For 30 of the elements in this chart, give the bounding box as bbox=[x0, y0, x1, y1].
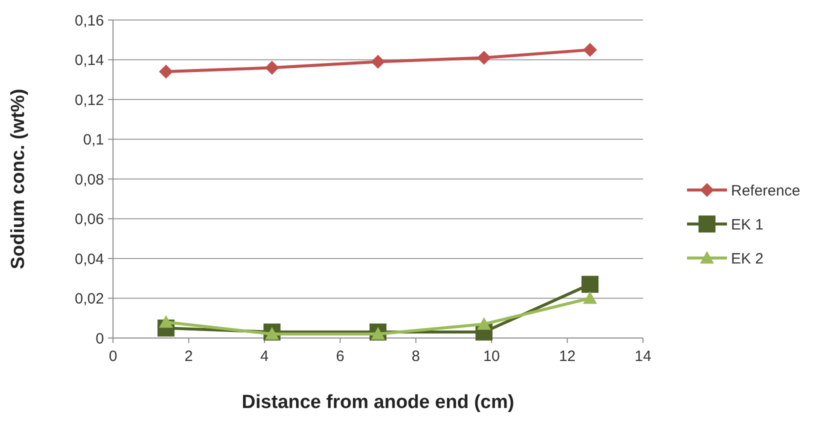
y-tick-label: 0,14 bbox=[74, 52, 104, 69]
x-tick-label: 6 bbox=[336, 348, 344, 365]
point bbox=[583, 291, 597, 304]
point bbox=[582, 276, 598, 293]
x-tick-label: 0 bbox=[108, 348, 118, 365]
y-tick-label: 0,06 bbox=[74, 211, 104, 228]
y-tick-label: 0,1 bbox=[83, 132, 104, 148]
x-axis-title: Distance from anode end (cm) bbox=[242, 392, 514, 413]
x-tick-label: 4 bbox=[260, 348, 269, 365]
point bbox=[371, 54, 385, 69]
x-tick-label: 2 bbox=[184, 348, 193, 365]
x-tick-label: 8 bbox=[412, 348, 420, 365]
y-tick-label: 0,02 bbox=[74, 290, 104, 308]
x-tick-label: 10 bbox=[483, 348, 500, 365]
point bbox=[159, 64, 173, 79]
x-tick-label: 14 bbox=[634, 348, 652, 365]
y-tick-label: 0,08 bbox=[74, 171, 104, 188]
y-axis-title: Sodium conc. (wt%) bbox=[8, 88, 29, 270]
point bbox=[583, 42, 597, 57]
legend-label: Reference bbox=[731, 182, 800, 200]
x-tick-label: 12 bbox=[558, 348, 576, 365]
y-tick-label: 0 bbox=[96, 330, 104, 348]
legend-label: EK 1 bbox=[731, 216, 764, 234]
legend-label: EK 2 bbox=[731, 250, 764, 268]
point bbox=[477, 50, 491, 65]
point bbox=[477, 317, 491, 330]
point bbox=[265, 60, 279, 75]
y-tick-label: 0,16 bbox=[74, 12, 104, 30]
y-tick-label: 0,12 bbox=[74, 92, 104, 109]
y-tick-label: 0,04 bbox=[74, 250, 104, 268]
